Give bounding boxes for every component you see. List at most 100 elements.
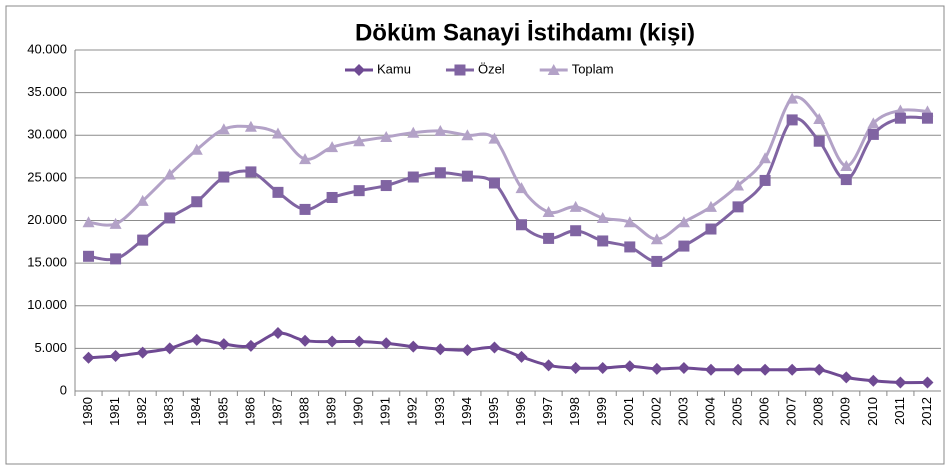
x-tick-label: 1981 bbox=[107, 397, 122, 426]
x-tick-label: 1996 bbox=[513, 397, 528, 426]
marker bbox=[840, 174, 852, 186]
marker bbox=[136, 346, 149, 359]
marker bbox=[163, 168, 176, 180]
marker bbox=[434, 167, 446, 179]
marker bbox=[732, 363, 745, 376]
marker bbox=[732, 179, 745, 191]
marker bbox=[596, 361, 609, 374]
marker bbox=[623, 216, 636, 228]
x-tick-label: 2011 bbox=[892, 397, 907, 425]
marker bbox=[677, 361, 690, 374]
marker bbox=[651, 255, 663, 267]
marker bbox=[461, 170, 473, 182]
marker bbox=[380, 180, 392, 192]
marker bbox=[813, 135, 825, 147]
chart-title: Döküm Sanayi İstihdamı (kişi) bbox=[355, 19, 695, 46]
marker bbox=[245, 166, 257, 178]
y-tick-label: 0 bbox=[60, 382, 67, 397]
x-tick-label: 2001 bbox=[621, 397, 636, 426]
marker bbox=[271, 327, 284, 340]
marker bbox=[488, 132, 501, 144]
x-tick-label: 2006 bbox=[757, 397, 772, 426]
x-tick-label: 1980 bbox=[80, 397, 95, 426]
marker bbox=[759, 152, 772, 164]
marker bbox=[704, 363, 717, 376]
x-tick-label: 1987 bbox=[269, 397, 284, 426]
legend-label: Özel bbox=[478, 61, 505, 76]
marker bbox=[326, 335, 339, 348]
x-tick-label: 2002 bbox=[648, 397, 663, 426]
y-tick-label: 20.000 bbox=[27, 212, 67, 227]
x-tick-label: 1995 bbox=[486, 397, 501, 426]
marker bbox=[461, 344, 474, 357]
marker bbox=[867, 117, 880, 129]
marker bbox=[190, 333, 203, 346]
marker bbox=[454, 64, 466, 76]
marker bbox=[542, 359, 555, 372]
marker bbox=[109, 350, 122, 363]
x-tick-label: 1985 bbox=[215, 397, 230, 426]
marker bbox=[813, 363, 826, 376]
y-tick-label: 5.000 bbox=[34, 340, 67, 355]
marker bbox=[921, 112, 933, 124]
marker bbox=[705, 223, 717, 235]
marker bbox=[759, 174, 771, 186]
marker bbox=[83, 250, 95, 262]
marker bbox=[353, 335, 366, 348]
marker bbox=[271, 127, 284, 139]
marker bbox=[82, 351, 95, 364]
marker bbox=[137, 234, 149, 246]
marker bbox=[894, 376, 907, 389]
marker bbox=[921, 376, 934, 389]
marker bbox=[678, 240, 690, 252]
x-tick-label: 1994 bbox=[459, 397, 474, 426]
marker bbox=[191, 196, 203, 208]
x-tick-label: 1991 bbox=[378, 397, 393, 426]
marker bbox=[407, 126, 420, 138]
marker bbox=[516, 219, 528, 231]
x-tick-label: 1989 bbox=[324, 397, 339, 426]
marker bbox=[434, 124, 447, 136]
marker bbox=[326, 141, 339, 153]
x-tick-label: 2008 bbox=[811, 397, 826, 426]
marker bbox=[677, 216, 690, 228]
marker bbox=[164, 212, 176, 224]
legend-label: Kamu bbox=[377, 61, 411, 76]
marker bbox=[515, 182, 528, 194]
x-tick-label: 2004 bbox=[702, 397, 717, 426]
marker bbox=[217, 338, 230, 351]
x-tick-label: 2003 bbox=[675, 397, 690, 426]
marker bbox=[353, 135, 366, 147]
marker bbox=[515, 350, 528, 363]
x-tick-label: 1983 bbox=[161, 397, 176, 426]
marker bbox=[82, 216, 95, 228]
marker bbox=[894, 112, 906, 124]
x-tick-label: 1993 bbox=[432, 397, 447, 426]
marker bbox=[407, 340, 420, 353]
marker bbox=[217, 123, 230, 135]
marker bbox=[244, 339, 257, 352]
marker bbox=[569, 361, 582, 374]
marker bbox=[786, 114, 798, 126]
marker bbox=[299, 203, 311, 215]
marker bbox=[597, 235, 609, 247]
marker bbox=[623, 360, 636, 373]
legend-label: Toplam bbox=[572, 61, 614, 76]
x-tick-label: 1998 bbox=[567, 397, 582, 426]
y-tick-label: 40.000 bbox=[27, 41, 67, 56]
marker bbox=[867, 128, 879, 140]
x-tick-label: 1986 bbox=[242, 397, 257, 426]
x-tick-label: 2010 bbox=[865, 397, 880, 426]
marker bbox=[732, 201, 744, 213]
y-tick-label: 10.000 bbox=[27, 297, 67, 312]
x-tick-label: 2005 bbox=[729, 397, 744, 426]
marker bbox=[569, 200, 582, 212]
marker bbox=[650, 362, 663, 375]
x-tick-label: 1982 bbox=[134, 397, 149, 426]
marker bbox=[272, 186, 284, 198]
marker bbox=[299, 153, 312, 165]
marker bbox=[109, 217, 122, 229]
marker bbox=[299, 334, 312, 347]
y-tick-label: 35.000 bbox=[27, 84, 67, 99]
